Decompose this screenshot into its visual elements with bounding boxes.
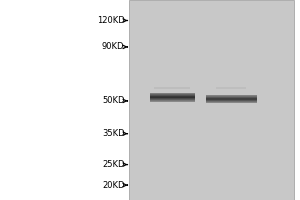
Text: 25KD: 25KD xyxy=(102,160,124,169)
Text: 90KD: 90KD xyxy=(102,42,124,51)
Bar xyxy=(150,96,195,97)
Bar xyxy=(150,100,195,101)
Bar xyxy=(206,101,256,102)
Bar xyxy=(150,98,195,99)
Bar xyxy=(206,96,256,97)
Bar xyxy=(206,98,256,99)
Bar xyxy=(150,97,195,98)
Bar xyxy=(150,94,195,95)
Bar xyxy=(150,93,195,94)
Bar xyxy=(206,102,256,103)
Bar xyxy=(150,95,195,96)
Bar xyxy=(206,99,256,100)
Text: 20KD: 20KD xyxy=(102,181,124,190)
Text: 35KD: 35KD xyxy=(102,129,124,138)
Bar xyxy=(206,95,256,96)
Bar xyxy=(150,101,195,102)
Bar xyxy=(154,87,190,89)
Bar xyxy=(206,97,256,98)
Bar xyxy=(150,99,195,100)
Bar xyxy=(216,87,246,89)
Bar xyxy=(129,0,294,200)
Text: 50KD: 50KD xyxy=(102,96,124,105)
Bar xyxy=(206,100,256,101)
Text: 120KD: 120KD xyxy=(97,16,124,25)
